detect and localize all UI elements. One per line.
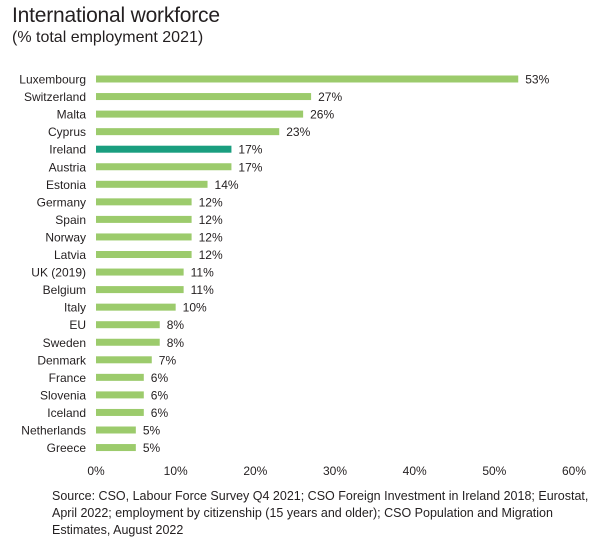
category-label: Belgium: [43, 283, 86, 297]
data-label: 17%: [238, 160, 262, 174]
category-label: UK (2019): [31, 266, 86, 280]
category-label: EU: [69, 318, 86, 332]
category-label: Ireland: [49, 143, 86, 157]
x-tick-label: 30%: [323, 464, 347, 478]
category-label: Latvia: [54, 248, 86, 262]
data-label: 10%: [183, 301, 207, 315]
data-label: 26%: [310, 108, 334, 122]
data-label: 23%: [286, 125, 310, 139]
data-label: 12%: [199, 195, 223, 209]
bar: [96, 180, 208, 188]
x-tick-label: 10%: [164, 464, 188, 478]
category-label: Austria: [49, 160, 87, 174]
bar: [96, 75, 519, 83]
data-label: 6%: [151, 388, 169, 402]
source-note: Source: CSO, Labour Force Survey Q4 2021…: [52, 489, 589, 537]
data-label: 17%: [238, 143, 262, 157]
category-label: Malta: [57, 108, 87, 122]
bar: [96, 286, 184, 294]
bar-chart: Luxembourg 53% Switzerland 27% Malta 26% Cypru…: [19, 73, 586, 479]
data-label: 12%: [199, 213, 223, 227]
bar: [96, 163, 232, 171]
x-tick-label: 50%: [482, 464, 506, 478]
category-label: France: [49, 371, 87, 385]
bar: [96, 233, 192, 241]
bar: [96, 110, 304, 118]
data-label: 6%: [151, 371, 169, 385]
bar: [96, 444, 136, 452]
bar: [96, 338, 160, 346]
data-label: 12%: [199, 230, 223, 244]
data-label: 8%: [167, 336, 185, 350]
category-label: Cyprus: [48, 125, 86, 139]
category-label: Italy: [64, 301, 86, 315]
bar: [96, 356, 152, 364]
data-label: 53%: [525, 73, 549, 87]
bar: [96, 251, 192, 258]
category-label: Spain: [55, 213, 86, 227]
category-label: Slovenia: [40, 388, 86, 402]
x-tick-label: 0%: [87, 464, 105, 478]
bar: [96, 373, 144, 381]
category-label: Estonia: [46, 178, 86, 192]
bar: [96, 93, 312, 101]
data-label: 7%: [159, 353, 177, 367]
data-label: 11%: [191, 266, 214, 280]
chart-subtitle: (% total employment 2021): [12, 29, 204, 46]
data-label: 12%: [199, 248, 223, 262]
bar: [96, 408, 144, 416]
bar: [96, 128, 280, 136]
category-label: Iceland: [47, 406, 86, 420]
bar: [96, 391, 144, 399]
data-label: 8%: [167, 318, 185, 332]
category-label: Germany: [37, 195, 86, 209]
bar: [96, 198, 192, 206]
data-label: 11%: [191, 283, 214, 297]
chart-title: International workforce: [12, 4, 220, 27]
category-label: Norway: [45, 230, 86, 244]
data-label: 14%: [215, 178, 239, 192]
bar: [96, 321, 160, 329]
bar: [96, 303, 176, 311]
x-tick-label: 60%: [562, 464, 586, 478]
data-label: 6%: [151, 406, 169, 420]
bar: [96, 215, 192, 223]
bar: [96, 145, 232, 153]
data-label: 27%: [318, 90, 342, 104]
category-label: Denmark: [37, 353, 87, 367]
bar: [96, 426, 136, 434]
bar: [96, 268, 184, 276]
category-label: Greece: [47, 441, 87, 455]
data-label: 5%: [143, 424, 161, 438]
category-label: Luxembourg: [19, 73, 86, 87]
data-label: 5%: [143, 441, 161, 455]
category-label: Netherlands: [21, 424, 86, 438]
x-tick-label: 20%: [243, 464, 267, 478]
category-label: Sweden: [43, 336, 86, 350]
category-label: Switzerland: [24, 90, 86, 104]
x-tick-label: 40%: [403, 464, 427, 478]
